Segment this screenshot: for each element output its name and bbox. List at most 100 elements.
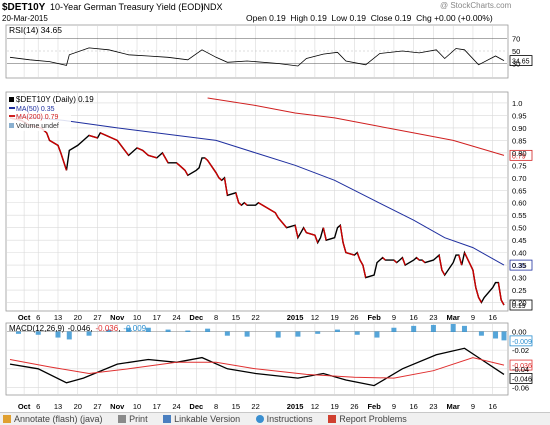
x-tick-label: 23 <box>429 313 437 322</box>
price-down-segment <box>105 134 118 142</box>
price-down-segment <box>294 225 299 238</box>
price-down-segment <box>161 152 166 159</box>
x-tick-label: 16 <box>409 313 417 322</box>
x-tick-label: 15 <box>232 313 240 322</box>
rsi-label: RSI(14) 34.65 <box>9 25 62 35</box>
print-label: Print <box>129 414 148 424</box>
macd-histogram-bar <box>165 329 171 332</box>
price-down-segment <box>258 202 276 214</box>
instructions-label: Instructions <box>266 414 313 424</box>
price-tick-label: 0.35 <box>512 261 527 270</box>
macd-signal-tag-box <box>509 359 533 371</box>
x-tick-label: 27 <box>93 313 101 322</box>
price-down-segment <box>218 177 223 181</box>
print-link[interactable]: Print <box>118 413 148 425</box>
report-problems-link[interactable]: Report Problems <box>328 413 407 425</box>
price-down-segment <box>458 254 463 266</box>
macd-legend-prefix: MACD(12,26,9) <box>9 324 65 333</box>
price-down-segment <box>148 154 157 159</box>
legend-ma50: MA(50) 0.35 <box>16 106 55 113</box>
price-tick-label: 0.90 <box>512 124 527 133</box>
x-tick-label: 2015 <box>287 402 304 411</box>
x-tick-label: 22 <box>251 402 259 411</box>
price-down-segment <box>393 259 398 264</box>
x-tick-label: Nov <box>110 402 125 411</box>
x-tick-label: Feb <box>367 402 381 411</box>
x-tick-label: 10 <box>133 313 141 322</box>
report-label: Report Problems <box>339 414 407 424</box>
price-tick-label: 0.70 <box>512 174 527 183</box>
x-tick-label: 22 <box>251 313 259 322</box>
linkable-version-link[interactable]: Linkable Version <box>163 413 240 425</box>
last-price-tag: 0.19 <box>512 303 526 310</box>
legend-swatch-volume <box>9 123 14 128</box>
macd-histogram-bar <box>493 331 499 339</box>
x-tick-label: 6 <box>36 402 40 411</box>
x-tick-label: Feb <box>367 313 381 322</box>
price-down-segment <box>238 202 242 206</box>
price-tick-label: 1.0 <box>512 99 522 108</box>
chart-name: 10-Year German Treasury Yield (EOD) <box>50 2 204 12</box>
price-down-segment <box>223 177 229 196</box>
watermark: @ StockCharts.com <box>440 1 512 10</box>
price-down-segment <box>438 254 443 271</box>
price-tick-label: 0.20 <box>512 299 527 308</box>
linkable-label: Linkable Version <box>174 414 241 424</box>
price-down-segment <box>345 251 355 256</box>
x-tick-label: 2015 <box>287 313 304 322</box>
x-tick-label: 24 <box>172 402 180 411</box>
x-tick-label: Mar <box>447 313 460 322</box>
chart-symbol: $DET10Y <box>2 2 46 13</box>
macd-legend-macd: -0.046 <box>68 324 91 333</box>
annotate-link[interactable]: Annotate (flash) (java) <box>3 413 103 425</box>
x-tick-label: 13 <box>54 402 62 411</box>
rsi-value-tag: 34.65 <box>512 59 530 66</box>
x-tick-label: 8 <box>214 402 218 411</box>
price-down-segment <box>184 169 189 176</box>
macd-histogram-bar <box>205 328 211 332</box>
macd-series: -0.009 -0.036 -0.046 <box>9 324 533 387</box>
instructions-link[interactable]: Instructions <box>255 413 313 425</box>
price-down-segment <box>416 257 420 261</box>
macd-value-tag-box <box>509 372 533 384</box>
x-tick-label: 17 <box>153 402 161 411</box>
x-tick-label: 27 <box>93 402 101 411</box>
x-tick-label: Nov <box>110 313 125 322</box>
price-tick-label: 0.85 <box>512 136 527 145</box>
macd-tick-label: -0.04 <box>512 365 529 374</box>
price-tick-label: 0.50 <box>512 224 527 233</box>
x-tick-label: 24 <box>172 313 180 322</box>
price-tick-label: 0.40 <box>512 249 527 258</box>
price-tick-label: 0.45 <box>512 236 527 245</box>
chart-exchange: INDX <box>201 2 223 12</box>
price-down-segment <box>306 232 316 236</box>
macd-legend-signal: -0.036 <box>96 324 119 333</box>
legend-ma200: MA(200) 0.79 <box>16 114 59 121</box>
macd-signal-tag: -0.036 <box>512 363 532 370</box>
rsi-panel <box>5 24 509 79</box>
x-tick-label: 19 <box>330 313 338 322</box>
macd-legend: MACD(12,26,9) -0.046, -0.036, -0.009 <box>9 324 147 333</box>
rsi-series: 34.65 <box>9 47 533 67</box>
axis-labels: Oct Oct 6 6 13 13 20 20 27 27 Nov Nov 10 10 17 17 24 24 De… <box>18 35 529 412</box>
price-down-segment <box>204 157 209 161</box>
x-tick-label: 9 <box>471 313 475 322</box>
macd-histogram-bar <box>126 327 132 332</box>
price-down-segment <box>215 172 220 179</box>
price-down-segment <box>60 152 68 171</box>
legend-swatch-price <box>9 97 14 102</box>
macd-histogram-bar <box>185 330 191 332</box>
x-tick-label: 9 <box>392 402 396 411</box>
macd-line <box>9 347 505 387</box>
price-down-segment <box>164 157 169 164</box>
macd-tick-label: -0.02 <box>512 346 529 355</box>
macd-histogram-bar <box>334 329 340 332</box>
last-price-tag-box <box>509 299 533 311</box>
macd-histogram-bar <box>374 331 380 338</box>
macd-legend-hist: -0.009 <box>123 324 146 333</box>
price-down-segment <box>359 259 364 266</box>
macd-histogram-bar <box>145 327 151 332</box>
x-tick-label: 19 <box>330 402 338 411</box>
printer-icon <box>118 415 127 423</box>
